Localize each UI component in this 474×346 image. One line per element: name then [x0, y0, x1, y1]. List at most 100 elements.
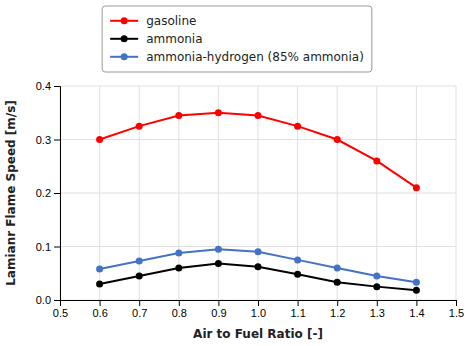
- series-marker: [215, 260, 222, 267]
- grid-line-y: [60, 139, 456, 140]
- legend-item: ammonia: [110, 32, 202, 46]
- tick: 1.4: [409, 300, 424, 319]
- legend-items: gasoline ammonia ammonia-hydrogen (85% amm…: [110, 14, 364, 64]
- tick-mark: [337, 300, 338, 306]
- tick: 0.5: [53, 300, 68, 319]
- tick-label: 0.1: [36, 241, 51, 253]
- tick: 1.2: [330, 300, 345, 319]
- grid-line-y: [60, 86, 456, 87]
- tick-label: 1.1: [290, 307, 305, 319]
- series-marker: [136, 272, 143, 279]
- series-line: [100, 113, 417, 188]
- tick-mark: [218, 300, 219, 306]
- series: [96, 260, 420, 294]
- series-line: [100, 264, 417, 291]
- tick: 0.0: [36, 294, 60, 306]
- tick-label: 0.2: [36, 187, 51, 199]
- legend-label: ammonia: [146, 32, 202, 46]
- series-marker: [96, 265, 103, 272]
- tick-mark: [54, 300, 60, 301]
- series-marker: [175, 264, 182, 271]
- tick: 0.9: [211, 300, 226, 319]
- tick-mark: [258, 300, 259, 306]
- series-marker: [373, 283, 380, 290]
- series-marker: [136, 257, 143, 264]
- tick-label: 1.0: [251, 307, 266, 319]
- tick-label: 0.3: [36, 134, 51, 146]
- tick-mark: [179, 300, 180, 306]
- grid-line-y: [60, 193, 456, 194]
- legend-label: gasoline: [146, 14, 196, 28]
- tick-label: 1.3: [370, 307, 385, 319]
- tick-mark: [456, 300, 457, 306]
- series-marker: [215, 109, 222, 116]
- series-marker: [294, 271, 301, 278]
- series-marker: [413, 184, 420, 191]
- tick: 0.6: [92, 300, 107, 319]
- tick-label: 1.4: [409, 307, 424, 319]
- series-marker: [334, 264, 341, 271]
- legend-swatch-marker: [121, 53, 128, 60]
- tick-mark: [139, 300, 140, 306]
- series-marker: [413, 287, 420, 294]
- tick-mark: [54, 86, 60, 87]
- tick-mark: [54, 140, 60, 141]
- y-axis: 0.0 0.1 0.2 0.3 0.4: [36, 80, 61, 306]
- series: [96, 109, 420, 191]
- legend: gasoline ammonia ammonia-hydrogen (85% amm…: [102, 6, 372, 72]
- legend-item: ammonia-hydrogen (85% ammonia): [110, 50, 364, 64]
- tick: 0.2: [36, 187, 60, 199]
- tick: 0.4: [36, 80, 60, 92]
- chart: gasoline ammonia ammonia-hydrogen (85% amm…: [0, 0, 474, 346]
- series-marker: [413, 279, 420, 286]
- series-marker: [255, 248, 262, 255]
- tick-mark: [377, 300, 378, 306]
- series-marker: [96, 280, 103, 287]
- axis-line: [61, 301, 457, 307]
- series-marker: [175, 112, 182, 119]
- tick: 1.1: [290, 300, 305, 319]
- series-marker: [294, 123, 301, 130]
- tick: 0.1: [36, 241, 60, 253]
- series-marker: [255, 263, 262, 270]
- series-marker: [175, 249, 182, 256]
- legend-swatch-marker: [121, 35, 128, 42]
- series-marker: [136, 123, 143, 130]
- legend-swatch-marker: [121, 17, 128, 24]
- tick: 1.5: [449, 300, 464, 319]
- x-axis: 0.5 0.6 0.7 0.8 0.9 1.0 1.1 1.2 1.3 1.4 1.5: [53, 300, 464, 319]
- y-axis-title: Lamianr Flame Speed [m/s]: [4, 100, 18, 286]
- legend-item: gasoline: [110, 14, 196, 28]
- legend-frame: [102, 6, 372, 72]
- series-marker: [255, 112, 262, 119]
- tick-label: 1.5: [449, 307, 464, 319]
- series-marker: [334, 136, 341, 143]
- tick-label: 0.8: [172, 307, 187, 319]
- tick: 1.0: [251, 300, 266, 319]
- tick-label: 0.4: [36, 80, 51, 92]
- series-marker: [96, 136, 103, 143]
- series-line: [100, 249, 417, 282]
- series-marker: [294, 256, 301, 263]
- tick-label: 0.5: [53, 307, 68, 319]
- series-marker: [373, 157, 380, 164]
- series-marker: [334, 279, 341, 286]
- tick-label: 0.6: [92, 307, 107, 319]
- tick: 0.3: [36, 134, 60, 146]
- tick-mark: [54, 193, 60, 194]
- tick-mark: [54, 247, 60, 248]
- axis-line: [54, 87, 61, 301]
- tick-label: 0.9: [211, 307, 226, 319]
- grid: [60, 86, 456, 300]
- tick: 0.8: [172, 300, 187, 319]
- tick-mark: [298, 300, 299, 306]
- series: [96, 246, 420, 286]
- series-marker: [373, 272, 380, 279]
- plot: 0.50.60.70.80.91.01.11.21.31.41.50.00.10…: [36, 80, 464, 319]
- x-axis-title: Air to Fuel Ratio [-]: [193, 327, 323, 341]
- tick-label: 0.0: [36, 294, 51, 306]
- tick-mark: [416, 300, 417, 306]
- grid-line-y: [60, 246, 456, 247]
- tick-label: 0.7: [132, 307, 147, 319]
- tick: 1.3: [370, 300, 385, 319]
